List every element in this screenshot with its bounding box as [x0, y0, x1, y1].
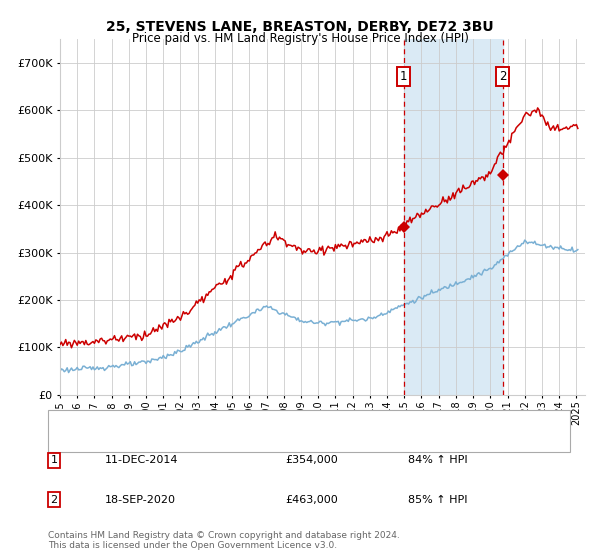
Text: 1: 1: [400, 70, 407, 83]
Text: 85% ↑ HPI: 85% ↑ HPI: [408, 494, 467, 505]
Text: 11-DEC-2014: 11-DEC-2014: [105, 455, 179, 465]
Text: 25, STEVENS LANE, BREASTON, DERBY, DE72 3BU: 25, STEVENS LANE, BREASTON, DERBY, DE72 …: [106, 20, 494, 34]
Text: 18-SEP-2020: 18-SEP-2020: [105, 494, 176, 505]
Text: 1: 1: [50, 455, 58, 465]
Text: Price paid vs. HM Land Registry's House Price Index (HPI): Price paid vs. HM Land Registry's House …: [131, 32, 469, 45]
Text: 25, STEVENS LANE, BREASTON, DERBY, DE72 3BU (detached house): 25, STEVENS LANE, BREASTON, DERBY, DE72 …: [106, 417, 480, 427]
Text: 2: 2: [50, 494, 58, 505]
Text: HPI: Average price, detached house, Erewash: HPI: Average price, detached house, Erew…: [106, 436, 354, 446]
Text: 84% ↑ HPI: 84% ↑ HPI: [408, 455, 467, 465]
Text: £354,000: £354,000: [285, 455, 338, 465]
Bar: [404, 39, 503, 395]
Text: £463,000: £463,000: [285, 494, 338, 505]
Text: Contains HM Land Registry data © Crown copyright and database right 2024.
This d: Contains HM Land Registry data © Crown c…: [48, 530, 400, 550]
Text: 2: 2: [499, 70, 506, 83]
FancyBboxPatch shape: [48, 410, 570, 452]
